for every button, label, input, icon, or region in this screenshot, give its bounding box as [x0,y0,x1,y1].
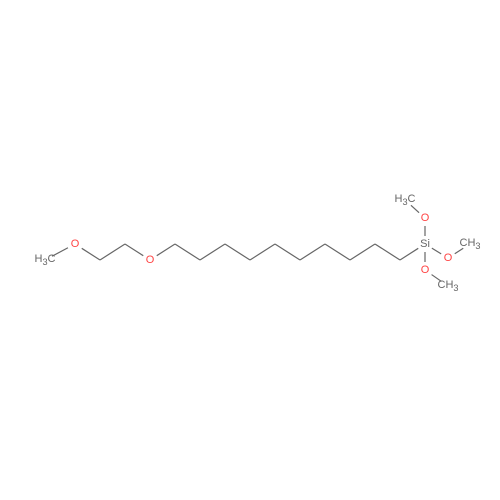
atom-a2: O [71,238,80,250]
atom-a20: CH3 [460,237,481,251]
atom-a22: CH3 [438,279,459,293]
atom-a19: O [444,252,453,264]
atom-a17: O [421,212,430,224]
molecule-canvas: H3C O O Si O H3C O CH3 O CH3 [0,0,500,500]
atom-a5: O [146,254,155,266]
atom-a21: O [421,264,430,276]
atom-a18: H3C [395,193,416,207]
atom-a1: H3C [35,253,56,267]
atom-a16: Si [420,238,430,250]
bond-layer [0,0,500,500]
